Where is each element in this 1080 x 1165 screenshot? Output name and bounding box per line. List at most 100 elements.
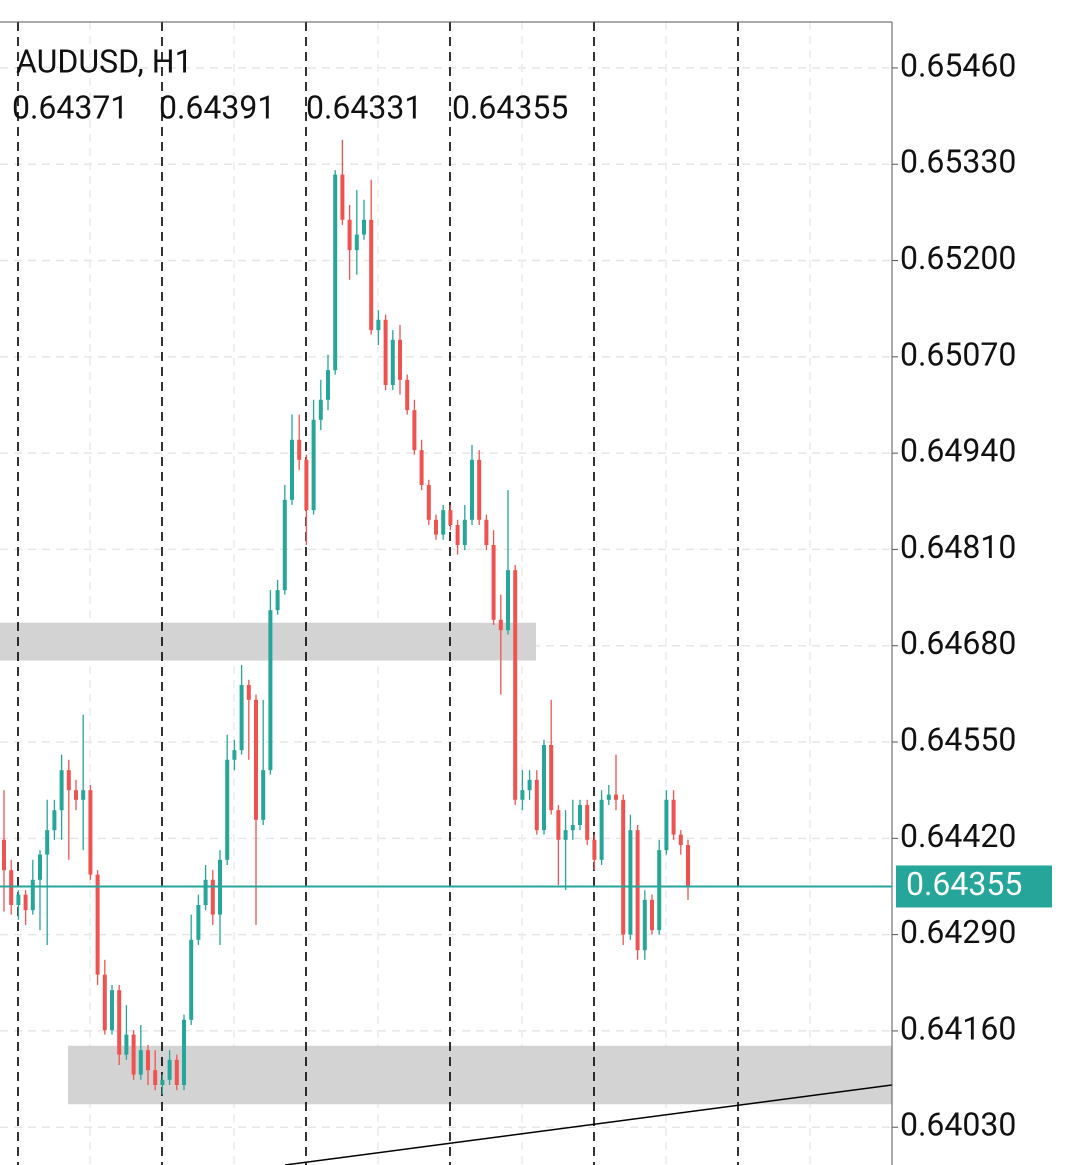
candle-body xyxy=(448,510,453,525)
candle-body xyxy=(2,839,6,871)
candle-body xyxy=(362,219,366,235)
candle-body xyxy=(628,830,633,935)
candle-body xyxy=(462,519,467,545)
y-tick-label: 0.65200 xyxy=(900,239,1016,277)
candle-body xyxy=(189,939,194,1020)
candle-body xyxy=(275,590,280,611)
symbol-label: AUDUSD, H1 xyxy=(16,42,193,80)
y-tick-label: 0.64420 xyxy=(900,817,1016,855)
candle-body xyxy=(117,990,122,1055)
candle-body xyxy=(347,219,352,251)
y-tick-label: 0.64550 xyxy=(900,720,1016,758)
candle-body xyxy=(664,799,669,851)
candle-body xyxy=(635,830,640,951)
candle-body xyxy=(491,544,496,620)
candle-body xyxy=(556,810,561,840)
candle-body xyxy=(160,1079,165,1085)
candle-body xyxy=(657,850,662,931)
candle-body xyxy=(16,894,21,905)
candle-body xyxy=(477,459,482,520)
candles xyxy=(2,139,690,1095)
zone xyxy=(68,1045,892,1105)
candle-body xyxy=(174,1059,179,1085)
candle-body xyxy=(45,830,50,855)
candle-body xyxy=(498,619,503,631)
candle-body xyxy=(297,439,302,460)
candle-body xyxy=(95,874,100,975)
candle-body xyxy=(333,174,338,371)
last-price-label: 0.64355 xyxy=(906,865,1022,903)
candle-body xyxy=(74,790,78,800)
candle-body xyxy=(549,744,554,811)
y-axis: 0.65460 0.65330 0.65200 0.65070 0.64940 0.648… xyxy=(892,46,1016,1144)
candle-body xyxy=(146,1050,150,1071)
candle-body xyxy=(318,399,323,420)
candle-body xyxy=(225,759,230,860)
candle-body xyxy=(585,804,590,840)
ohlc-label: 0.64331 xyxy=(306,88,422,126)
candle-body xyxy=(390,339,395,385)
candle-body xyxy=(232,750,237,760)
y-tick-label: 0.65460 xyxy=(900,46,1016,84)
y-tick-label: 0.65330 xyxy=(900,143,1016,181)
candle-body xyxy=(412,410,417,451)
grid xyxy=(0,22,892,1165)
candle-body xyxy=(419,450,424,485)
candle-body xyxy=(282,499,287,591)
y-tick-label: 0.64290 xyxy=(900,913,1016,951)
candle-body xyxy=(542,744,546,831)
candle-body xyxy=(383,319,388,385)
candle-body xyxy=(9,870,14,905)
candle-body xyxy=(484,519,489,545)
candle-body xyxy=(59,770,64,811)
candle-body xyxy=(88,790,93,875)
candle-body xyxy=(578,804,582,825)
candle-body xyxy=(304,459,309,511)
candle-body xyxy=(290,439,294,500)
candle-body xyxy=(138,1050,143,1075)
candle-body xyxy=(441,510,446,535)
candle-body xyxy=(614,794,618,800)
candle-body xyxy=(398,339,402,380)
candle-body xyxy=(254,699,258,820)
candle-body xyxy=(527,779,532,791)
candle-body xyxy=(239,684,244,751)
candle-body xyxy=(124,1034,129,1055)
day-separators xyxy=(17,22,739,1165)
candle-body xyxy=(376,319,381,331)
candle-body xyxy=(81,790,86,800)
candle-body xyxy=(210,879,215,915)
candle-body xyxy=(606,794,611,800)
candle-body xyxy=(455,524,460,545)
candle-body xyxy=(167,1059,172,1080)
candle-body xyxy=(110,990,114,1031)
candle-body xyxy=(434,519,438,535)
candle-body xyxy=(506,570,510,631)
candle-body xyxy=(340,174,345,220)
zone xyxy=(0,622,536,661)
candle-body xyxy=(678,834,683,845)
candle-body xyxy=(311,419,316,511)
ohlc-label: 0.64355 xyxy=(452,88,568,126)
candle-body xyxy=(563,830,568,840)
candle-body xyxy=(520,790,525,800)
candle-body xyxy=(203,879,208,905)
candle-body xyxy=(52,810,57,831)
candle-body xyxy=(196,904,201,940)
ohlc-label: 0.64391 xyxy=(159,88,275,126)
candle-body xyxy=(686,844,690,887)
y-tick-label: 0.64680 xyxy=(900,624,1016,662)
candle-body xyxy=(426,484,431,520)
y-tick-label: 0.64940 xyxy=(900,432,1016,470)
candle-body xyxy=(599,799,604,860)
candle-body xyxy=(66,770,71,791)
trend-line xyxy=(284,1084,893,1165)
candle-body xyxy=(592,839,597,860)
y-tick-label: 0.64810 xyxy=(900,528,1016,566)
candle-body xyxy=(570,824,575,831)
candle-body xyxy=(326,370,330,400)
candle-body xyxy=(182,1019,186,1085)
candle-body xyxy=(534,779,539,831)
